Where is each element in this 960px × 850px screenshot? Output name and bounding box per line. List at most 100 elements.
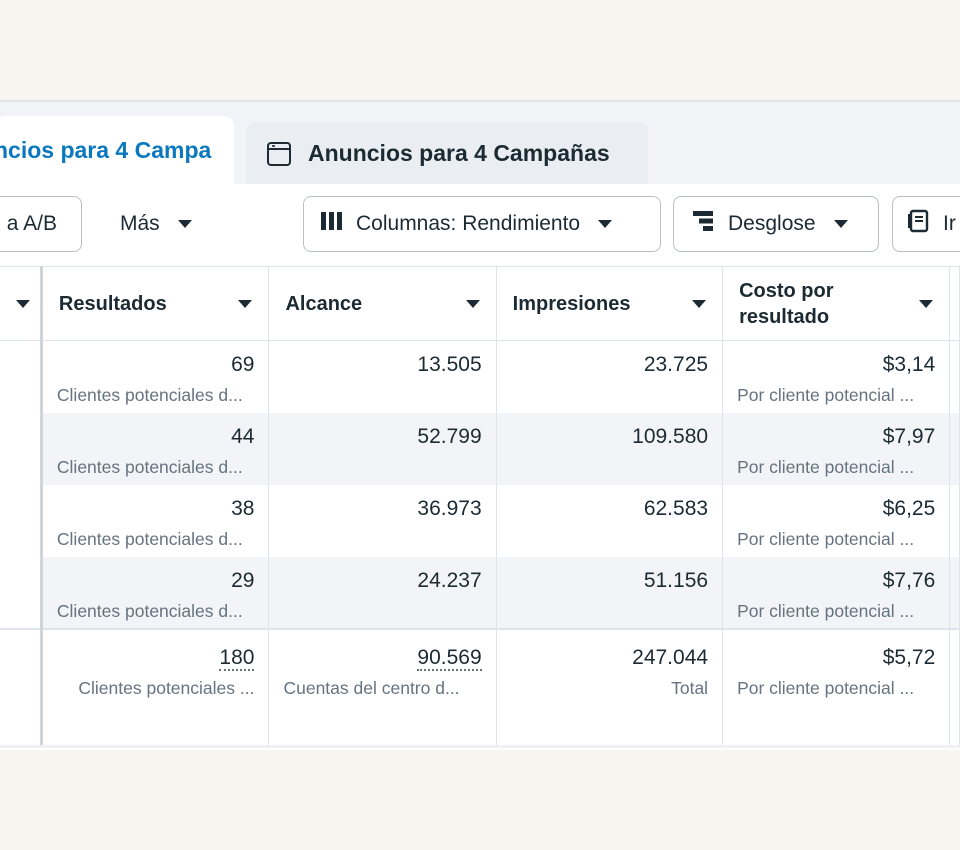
row-cell-next xyxy=(949,627,960,745)
columns-icon xyxy=(320,211,344,237)
ab-test-label: a A/B xyxy=(6,212,57,235)
results-type: Clientes potenciales d... xyxy=(56,528,243,549)
table-row[interactable]: 44 Clientes potenciales d... 52.799 109.5… xyxy=(0,412,960,485)
column-header-label: Alcance xyxy=(285,292,363,315)
reports-label: Ir xyxy=(943,212,956,235)
total-reach-cell: 90.569 Cuentas del centro d... xyxy=(268,627,497,745)
cost-cell: $6,25 Por cliente potencial ... xyxy=(722,484,951,557)
more-button[interactable]: Más xyxy=(104,196,214,252)
chevron-down-icon xyxy=(598,220,613,228)
impressions-value: 109.580 xyxy=(632,424,709,448)
cost-type: Por cliente potencial ... xyxy=(737,528,915,549)
tab-ads-active[interactable]: ncios para 4 Campa xyxy=(0,116,234,184)
reports-icon xyxy=(907,209,931,239)
impressions-value: 23.725 xyxy=(643,353,709,376)
breakdown-button[interactable]: Desglose xyxy=(673,196,879,252)
total-cost-cell: $5,72 Por cliente potencial ... xyxy=(722,627,951,745)
cost-header-line1: Costo por xyxy=(739,279,834,302)
reach-value: 13.505 xyxy=(417,353,482,376)
ads-table: Resultados Alcance Impresiones Costo por… xyxy=(0,266,960,745)
cost-value: $3,14 xyxy=(882,353,936,376)
tab-ads-campaigns-label: Anuncios para 4 Campañas xyxy=(308,139,610,166)
reach-cell: 52.799 xyxy=(268,412,497,485)
row-cell-prev xyxy=(0,627,43,745)
column-header-cost-per-result[interactable]: Costo por resultado xyxy=(722,266,951,341)
row-cell-next xyxy=(949,556,960,629)
columns-button[interactable]: Columnas: Rendimiento xyxy=(303,196,661,252)
cost-cell: $3,14 Por cliente potencial ... xyxy=(722,340,951,413)
column-header-label: Costo por resultado xyxy=(739,278,833,330)
reports-button[interactable]: Ir xyxy=(892,196,960,252)
row-cell-next xyxy=(949,412,960,485)
toolbar: a A/B Más Columnas: Rendimiento Desglose… xyxy=(0,184,960,266)
total-reach-value[interactable]: 90.569 xyxy=(417,645,482,671)
breakdown-icon xyxy=(692,210,716,238)
chevron-down-icon[interactable] xyxy=(919,299,934,308)
results-value: 38 xyxy=(231,496,255,520)
totals-row: 180 Clientes potenciales ... 90.569 Cuenta… xyxy=(0,627,960,745)
cost-value: $7,76 xyxy=(882,568,936,592)
reach-cell: 13.505 xyxy=(268,340,497,413)
reach-cell: 36.973 xyxy=(268,484,497,557)
results-type: Clientes potenciales d... xyxy=(56,456,243,477)
cost-type: Por cliente potencial ... xyxy=(737,600,915,621)
breakdown-label: Desglose xyxy=(728,212,816,235)
table-row[interactable]: 38 Clientes potenciales d... 36.973 62.58… xyxy=(0,484,960,557)
column-header-next xyxy=(949,266,960,341)
tab-ads-campaigns[interactable]: Anuncios para 4 Campañas xyxy=(246,122,648,184)
chevron-down-icon[interactable] xyxy=(465,299,480,308)
chevron-down-icon xyxy=(833,220,848,228)
cost-cell: $7,76 Por cliente potencial ... xyxy=(722,556,951,629)
total-reach-type: Cuentas del centro d... xyxy=(283,677,460,698)
cost-header-line2: resultado xyxy=(739,305,830,328)
results-cell: 69 Clientes potenciales d... xyxy=(41,340,270,413)
reach-value: 24.237 xyxy=(417,568,482,592)
results-type: Clientes potenciales d... xyxy=(56,385,243,405)
column-header-label: Resultados xyxy=(58,292,167,315)
ab-test-button[interactable]: a A/B xyxy=(0,196,82,252)
tab-ads-active-label: ncios para 4 Campa xyxy=(0,136,212,163)
ads-manager-panel: ncios para 4 Campa Anuncios para 4 Campa… xyxy=(0,100,960,750)
total-impressions-type: Total xyxy=(671,677,709,698)
results-value: 44 xyxy=(231,424,255,448)
total-cost-value: $5,72 xyxy=(882,645,936,669)
chevron-down-icon xyxy=(177,220,192,228)
more-label: Más xyxy=(120,212,160,235)
total-impressions-cell: 247.044 Total xyxy=(496,627,724,745)
column-header-prev[interactable] xyxy=(0,266,43,341)
table-row[interactable]: 29 Clientes potenciales d... 24.237 51.15… xyxy=(0,556,960,629)
cost-cell: $7,97 Por cliente potencial ... xyxy=(722,412,951,485)
cost-type: Por cliente potencial ... xyxy=(737,385,915,405)
horizontal-scrollbar[interactable] xyxy=(0,745,960,748)
row-cell-prev xyxy=(0,340,43,413)
total-results-cell: 180 Clientes potenciales ... xyxy=(41,627,270,745)
results-cell: 44 Clientes potenciales d... xyxy=(41,412,270,485)
ad-window-icon xyxy=(266,141,291,166)
cost-type: Por cliente potencial ... xyxy=(737,456,915,477)
reach-value: 52.799 xyxy=(417,424,482,448)
total-results-type: Clientes potenciales ... xyxy=(78,677,255,698)
impressions-cell: 109.580 xyxy=(496,412,724,485)
chevron-down-icon[interactable] xyxy=(15,299,30,308)
impressions-cell: 23.725 xyxy=(496,340,724,413)
results-value: 69 xyxy=(231,353,255,376)
table-row[interactable]: 69 Clientes potenciales d... 13.505 23.72… xyxy=(0,340,960,413)
column-header-reach[interactable]: Alcance xyxy=(268,266,497,341)
columns-label: Columnas: Rendimiento xyxy=(356,212,581,235)
chevron-down-icon[interactable] xyxy=(238,299,253,308)
chevron-down-icon[interactable] xyxy=(692,299,707,308)
impressions-cell: 62.583 xyxy=(496,484,724,557)
total-results-value[interactable]: 180 xyxy=(219,645,255,671)
total-impressions-value: 247.044 xyxy=(632,645,709,669)
tab-bar: ncios para 4 Campa Anuncios para 4 Campa… xyxy=(0,102,960,184)
impressions-cell: 51.156 xyxy=(496,556,724,629)
column-header-label: Impresiones xyxy=(512,292,631,315)
cost-value: $7,97 xyxy=(882,424,936,448)
row-cell-prev xyxy=(0,484,43,557)
reach-value: 36.973 xyxy=(417,496,482,520)
reach-cell: 24.237 xyxy=(268,556,497,629)
column-header-impressions[interactable]: Impresiones xyxy=(496,266,724,341)
impressions-value: 51.156 xyxy=(643,568,709,592)
results-cell: 29 Clientes potenciales d... xyxy=(41,556,270,629)
column-header-results[interactable]: Resultados xyxy=(41,266,270,341)
